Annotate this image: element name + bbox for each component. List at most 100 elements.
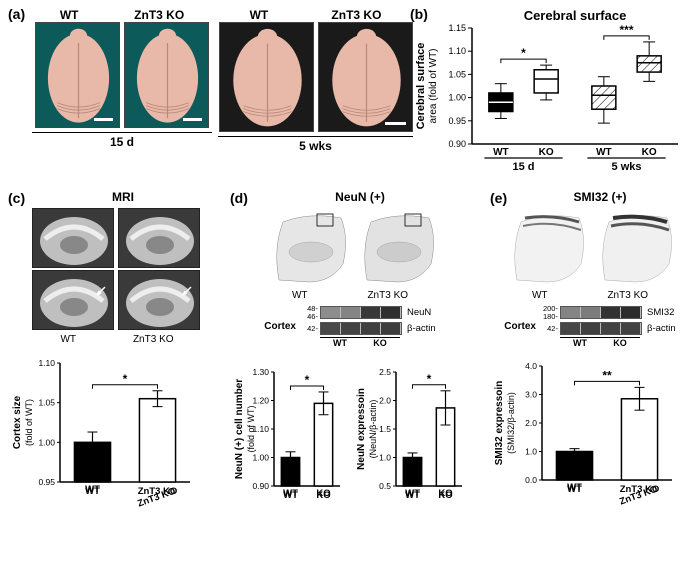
mri-grid: [32, 208, 202, 330]
svg-text:WT: WT: [85, 486, 100, 497]
mri-label-ko: ZnT3 KO: [133, 334, 174, 345]
panel-c: (c) MRI WT ZnT3 KO 0.951.001.051.10Corte…: [8, 190, 208, 560]
svg-text:1.30: 1.30: [252, 367, 269, 377]
brain-group-5wks: WTZnT3 KO5 wks: [218, 8, 413, 153]
svg-text:2.0: 2.0: [525, 418, 537, 428]
svg-text:Cerebral surface: Cerebral surface: [415, 43, 427, 130]
svg-text:*: *: [427, 372, 432, 386]
svg-text:ZnT3 KO: ZnT3 KO: [620, 484, 660, 495]
svg-text:WT: WT: [567, 484, 582, 495]
svg-text:SMI32 expressoin: SMI32 expressoin: [494, 381, 505, 465]
blot-band-row: [560, 322, 642, 335]
svg-text:WT: WT: [283, 490, 298, 501]
svg-text:*: *: [521, 46, 526, 60]
panel-a: (a) WTZnT3 KO15 d WTZnT3 KO5 wks: [8, 6, 398, 176]
neun-label-wt: WT: [292, 290, 308, 301]
smi32-label-ko: ZnT3 KO: [607, 290, 648, 301]
blot-protein-name: β-actin: [407, 323, 436, 334]
svg-text:5 wks: 5 wks: [612, 161, 642, 173]
svg-text:***: ***: [619, 23, 633, 37]
neun-western-blot: Cortex48-46-NeuN42-β-actinWTKO: [230, 305, 470, 348]
blot-protein-name: β-actin: [647, 323, 676, 334]
mw-marker: 42-: [540, 325, 558, 333]
svg-text:NeuN (+) cell number: NeuN (+) cell number: [234, 379, 245, 479]
svg-text:1.15: 1.15: [448, 23, 466, 33]
svg-text:3.0: 3.0: [525, 390, 537, 400]
panel-b: (b) Cerebral surface0.900.951.001.051.10…: [410, 6, 690, 176]
brain-photo: [35, 22, 120, 128]
brain-photo: [124, 22, 209, 128]
svg-text:1.5: 1.5: [379, 424, 391, 434]
svg-text:1.0: 1.0: [379, 453, 391, 463]
panel-e-label: (e): [490, 190, 507, 206]
svg-text:2.5: 2.5: [379, 367, 391, 377]
svg-text:KO: KO: [642, 147, 657, 158]
svg-text:1.00: 1.00: [252, 453, 269, 463]
blot-band-row: [320, 322, 402, 335]
svg-text:Cerebral surface: Cerebral surface: [524, 8, 627, 23]
cerebral-surface-boxplot: Cerebral surface0.900.951.001.051.101.15…: [410, 6, 690, 176]
smi32-western-blot: Cortex200-180-SMI3242-β-actinWTKO: [490, 305, 690, 348]
svg-text:1.05: 1.05: [448, 69, 466, 79]
lane-label: KO: [600, 337, 640, 348]
panel-b-label: (b): [410, 6, 428, 22]
mri-image: [32, 208, 114, 268]
svg-text:*: *: [123, 372, 128, 386]
panel-e: (e) SMI32 (+) WT ZnT3 KO Cortex200-180-S…: [490, 190, 690, 560]
svg-text:area (fold of WT): area (fold of WT): [428, 48, 439, 123]
svg-text:0.90: 0.90: [448, 139, 466, 149]
panel-d-label: (d): [230, 190, 248, 206]
svg-text:0.95: 0.95: [448, 116, 466, 126]
panel-c-title: MRI: [38, 190, 208, 204]
svg-text:WT: WT: [405, 490, 420, 501]
svg-text:(fold of WT): (fold of WT): [246, 405, 256, 452]
neun-expression-bar-chart: 0.51.01.52.02.5NeuN expressoin(NeuN/β-ac…: [352, 354, 470, 514]
blot-protein-name: SMI32: [647, 307, 674, 318]
mw-marker: 42-: [300, 325, 318, 333]
smi32-section-ko: [595, 208, 679, 288]
blot-band-row: [320, 306, 402, 319]
svg-text:0.95: 0.95: [38, 477, 55, 487]
mri-image: [118, 208, 200, 268]
brain-photo: [318, 22, 413, 132]
svg-text:1.10: 1.10: [38, 358, 55, 368]
scale-bar: [385, 122, 406, 125]
neun-cell-number-bar-chart: 0.901.001.101.201.30NeuN (+) cell number…: [230, 354, 348, 514]
svg-text:0.90: 0.90: [252, 481, 269, 491]
panel-d: (d) NeuN (+) WT ZnT3 KO Cortex48-46-NeuN…: [230, 190, 470, 560]
panel-e-title: SMI32 (+): [510, 190, 690, 204]
svg-text:NeuN expressoin: NeuN expressoin: [356, 388, 367, 470]
svg-text:0.5: 0.5: [379, 481, 391, 491]
svg-text:WT: WT: [596, 147, 612, 158]
svg-text:(NeuN/β-actin): (NeuN/β-actin): [368, 400, 378, 459]
lane-label: KO: [360, 337, 400, 348]
mri-image: [32, 270, 114, 330]
svg-text:1.05: 1.05: [38, 398, 55, 408]
mri-label-wt: WT: [60, 334, 76, 345]
svg-text:1.00: 1.00: [448, 93, 466, 103]
svg-text:ZnT3 KO: ZnT3 KO: [138, 486, 178, 497]
smi32-label-wt: WT: [532, 290, 548, 301]
brain-header-wt: WT: [250, 8, 269, 22]
blot-side-label: Cortex: [504, 321, 536, 332]
svg-text:*: *: [305, 373, 310, 387]
panel-c-label: (c): [8, 190, 25, 206]
svg-text:1.00: 1.00: [38, 437, 55, 447]
panel-a-label: (a): [8, 6, 25, 22]
brain-header-wt: WT: [60, 8, 79, 22]
scale-bar: [94, 118, 113, 121]
svg-text:KO: KO: [438, 490, 452, 501]
svg-text:KO: KO: [539, 147, 554, 158]
smi32-section-wt: [507, 208, 591, 288]
panel-d-title: NeuN (+): [250, 190, 470, 204]
neun-section-wt: [269, 208, 353, 288]
svg-text:0.0: 0.0: [525, 475, 537, 485]
mw-marker: 48-46-: [300, 305, 318, 320]
neun-section-ko: [357, 208, 441, 288]
age-label: 15 d: [32, 132, 212, 149]
scale-bar: [183, 118, 202, 121]
neun-label-ko: ZnT3 KO: [367, 290, 408, 301]
svg-text:1.0: 1.0: [525, 447, 537, 457]
svg-text:KO: KO: [316, 490, 330, 501]
mri-image: [118, 270, 200, 330]
